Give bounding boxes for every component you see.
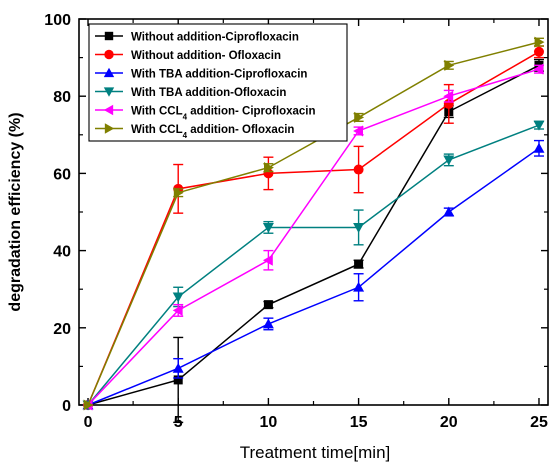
legend-box [88,23,348,142]
series-3 [82,120,545,411]
legend-label: With TBA addition-Ofloxacin [131,87,286,99]
y-tick-label: 40 [53,244,71,261]
y-tick-label: 80 [53,89,71,106]
legend-label: With TBA addition-Ciprofloxacin [131,69,307,81]
x-tick-label: 15 [350,414,368,431]
marker-square [354,259,364,269]
marker-triangle-down [103,87,115,97]
marker-triangle-down [172,292,184,303]
marker-triangle-up [103,67,115,78]
y-tick-label: 100 [44,12,71,29]
marker-triangle-up [262,318,274,329]
marker-triangle-right [173,187,184,199]
legend-item-1: Without addition- Ofloxacin [95,49,281,62]
marker-triangle-right [104,123,115,134]
y-tick-label: 60 [53,166,71,183]
marker-circle [353,164,364,175]
marker-square [263,300,273,310]
legend-label: With CCL4 addition- Ofloxacin [131,124,294,140]
legend-item-5: With CCL4 addition- Ofloxacin [95,123,294,140]
marker-triangle-up [443,206,455,217]
legend-label: With CCL4 addition- Ciprofloxacin [131,106,316,122]
marker-triangle-left [262,254,273,266]
marker-triangle-right [264,162,274,174]
series-5 [83,36,545,411]
x-tick-label: 20 [440,414,458,431]
marker-triangle-left [353,125,363,137]
marker-square [104,31,114,41]
marker-triangle-down [262,223,274,233]
marker-triangle-left [103,104,114,116]
y-tick-label: 20 [53,321,71,338]
legend-label: Without addition- Ofloxacin [131,50,281,62]
marker-triangle-down [443,155,455,166]
legend: Without addition-Ciprofloxacin Without ad… [88,23,348,142]
marker-triangle-down [353,223,365,233]
marker-triangle-left [443,90,454,102]
series-4 [82,63,544,411]
marker-triangle-right [444,59,455,71]
legend-item-4: With CCL4 addition- Ciprofloxacin [95,104,316,122]
series-line [87,41,540,406]
series-line [87,124,540,406]
x-tick-label: 25 [530,414,548,431]
marker-square [173,375,183,385]
marker-triangle-up [172,362,184,373]
marker-triangle-left [533,63,544,75]
y-tick-label: 0 [62,398,71,415]
legend-item-3: With TBA addition-Ofloxacin [95,87,286,99]
series-2 [82,139,545,410]
x-axis-title: Treatment time[min] [240,443,391,462]
series-line [87,64,540,406]
marker-triangle-up [353,281,365,292]
marker-triangle-left [172,304,183,316]
marker-circle [104,49,114,60]
legend-item-2: With TBA addition-Ciprofloxacin [95,67,307,81]
series-line [87,51,540,406]
marker-triangle-right [354,111,365,123]
x-tick-label: 0 [84,414,93,431]
marker-triangle-down [533,120,545,131]
x-tick-label: 10 [260,414,278,431]
series-line [87,147,540,406]
marker-triangle-up [533,142,545,153]
legend-item-0: Without addition-Ciprofloxacin [95,32,299,44]
marker-circle [533,46,544,57]
y-axis-title: degradation efficiency (%) [7,112,24,311]
marker-triangle-right [83,399,94,411]
series-line [87,68,540,406]
legend-label: Without addition-Ciprofloxacin [131,32,299,44]
marker-triangle-right [534,36,545,48]
